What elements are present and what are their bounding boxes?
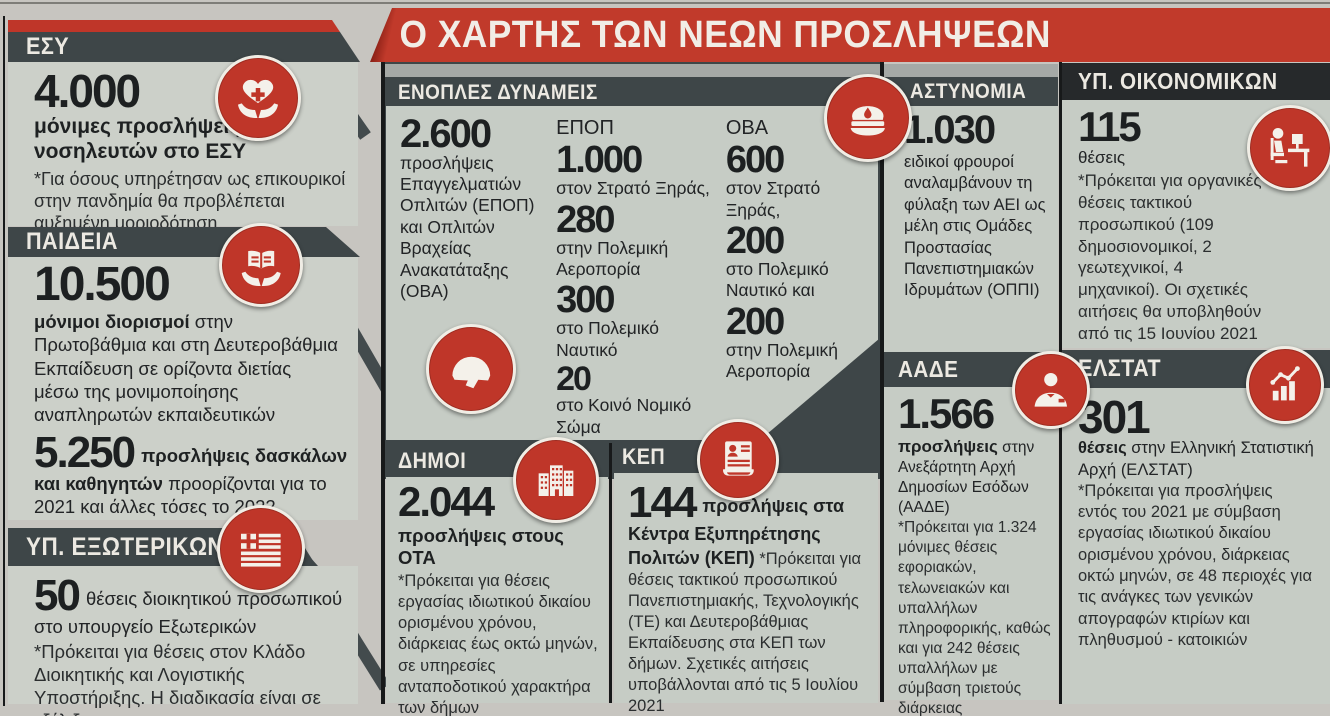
column-rule (880, 62, 884, 702)
section-header-astynomia: ΑΣΤΥΝΟΜΙΑ (884, 77, 1058, 106)
epop-text: στο Κοινό Νομικό Σώμα (556, 395, 692, 437)
bar-chart-icon (1246, 346, 1324, 424)
section-title: ΕΣΥ (26, 33, 70, 60)
esy-note: *Για όσους υπηρέτησαν ως επικουρικοί στη… (34, 168, 346, 233)
tax-officer-icon (1012, 351, 1090, 429)
elstat-number: 301 (1078, 391, 1151, 443)
dimoi-note: *Πρόκειται για θέσεις εργασίας ιδιωτικού… (398, 571, 598, 716)
oikonomikon-lead: θέσεις (1078, 147, 1126, 167)
epop-text: στο Πολεμικό Ναυτικό (556, 318, 659, 360)
document-scroll-icon (697, 419, 779, 501)
aade-lead: προσλήψεις στην Ανεξάρτητη Αρχή Δημοσίων… (898, 436, 1035, 517)
epop-text: στην Πολεμική Αεροπορία (556, 237, 669, 279)
section-title: ΠΑΙΔΕΙΑ (26, 228, 118, 255)
ova-text: στην Πολεμική Αεροπορία (725, 339, 838, 381)
enoples-lead: προσλήψεις Επαγγελματιών Οπλιτών (ΕΠΟΠ) … (400, 152, 535, 301)
epop-column: ΕΠΟΠ 1.000 στον Στρατό Ξηράς, 280 στην Π… (556, 116, 718, 440)
panel-esy: 4.000 μόνιμες προσλήψεις νοσηλευτών στο … (8, 62, 358, 233)
gray-strip (384, 64, 880, 77)
enoples-main-column: 2.600 προσλήψεις Επαγγελματιών Οπλιτών (… (400, 112, 548, 440)
epop-item-inline: 20 στο Κοινό Νομικό Σώμα (556, 359, 718, 438)
panel-kep: 144 προσλήψεις στα Κέντρα Εξυπηρέτησης Πο… (614, 473, 878, 715)
epop-value: 300 (556, 279, 615, 322)
section-header-esy: ΕΣΥ (8, 20, 360, 62)
epop-value: 20 (556, 359, 592, 398)
section-title: ΑΣΤΥΝΟΜΙΑ (910, 79, 1027, 103)
ova-value: 200 (725, 300, 785, 343)
section-title-dimoi: ΔΗΜΟΙ (398, 448, 467, 473)
military-helmet-icon (426, 324, 516, 414)
title-banner: Ο ΧΑΡΤΗΣ ΤΩΝ ΝΕΩΝ ΠΡΟΣΛΗΨΕΩΝ (370, 8, 1330, 62)
panel-paideia: 10.500 μόνιμοι διορισμοί στην Πρωτοβάθμι… (8, 257, 358, 520)
exoterikon-note: *Πρόκειται για θέσεις στον Κλάδο Διοικητ… (34, 641, 321, 716)
ova-value: 600 (725, 139, 785, 182)
ova-text: στο Πολεμικό Ναυτικό και (725, 258, 829, 301)
oikonomikon-number: 115 (1078, 103, 1142, 150)
desk-worker-icon (1247, 105, 1330, 191)
hands-holding-book-icon (219, 223, 303, 307)
esy-lead: μόνιμες προσλήψεις νοσηλευτών στο ΕΣΥ (34, 115, 247, 164)
section-title-kep: ΚΕΠ (622, 444, 666, 469)
astynomia-number: 1.030 (904, 108, 996, 152)
paideia-lead: μόνιμοι διορισμοί στην Πρωτοβάθμια και σ… (34, 311, 338, 426)
page-title: Ο ΧΑΡΤΗΣ ΤΩΝ ΝΕΩΝ ΠΡΟΣΛΗΨΕΩΝ (399, 14, 1051, 56)
oikonomikon-note: *Πρόκειται για οργανικές θέσεις τακτικού… (1078, 171, 1262, 343)
exoterikon-lead: 50 θέσεις διοικητικού προσωπικού στο υπου… (34, 571, 343, 638)
exoterikon-number: 50 (34, 571, 81, 620)
enoples-number: 2.600 (400, 112, 492, 156)
kep-number: 144 (628, 478, 697, 527)
hands-holding-heart-icon (215, 55, 301, 141)
panel-enoples: 2.600 προσλήψεις Επαγγελματιών Οπλιτών (… (386, 106, 878, 440)
panel-astynomia: 1.030 ειδικοί φρουροί αναλαμβάνουν τη φύ… (884, 106, 1058, 352)
section-title-enoples: ΕΝΟΠΛΕΣ ΔΥΝΑΜΕΙΣ (398, 81, 598, 104)
section-header-paideia: ΠΑΙΔΕΙΑ (8, 227, 360, 257)
section-header-oikonomikon: ΥΠ. ΟΙΚΟΝΟΜΙΚΩΝ (1062, 63, 1330, 100)
dimoi-number: 2.044 (398, 478, 495, 525)
ova-text: στον Στρατό Ξηράς, (725, 178, 821, 220)
epop-label: ΕΠΟΠ (556, 117, 614, 139)
red-stripe (8, 20, 360, 32)
ova-value: 200 (725, 220, 785, 263)
section-title: ΥΠ. ΕΞΩΤΕΡΙΚΩΝ (26, 532, 225, 561)
kep-body: 144 προσλήψεις στα Κέντρα Εξυπηρέτησης Πο… (628, 478, 862, 716)
epop-text: στον Στρατό Ξηράς, (556, 178, 710, 199)
gray-strip (884, 64, 1058, 77)
astynomia-lead: ειδικοί φρουροί αναλαμβάνουν τη φύλαξη τ… (904, 152, 1046, 300)
police-cap-icon (824, 74, 912, 162)
left-column-rule (3, 16, 5, 706)
section-title: ΑΑΔΕ (898, 356, 959, 382)
panel-oikonomikon: 115 θέσεις *Πρόκειται για οργανικές θέσε… (1062, 100, 1330, 348)
panel-aade: 1.566 προσλήψεις στην Ανεξάρτητη Αρχή Δη… (884, 387, 1058, 716)
section-title: ΕΛΣΤΑΤ (1078, 355, 1162, 382)
greek-flag-icon (217, 505, 305, 593)
section-title: ΥΠ. ΟΙΚΟΝΟΜΙΚΩΝ (1078, 68, 1278, 94)
column-rule (381, 62, 385, 704)
panel-exoterikon: 50 θέσεις διοικητικού προσωπικού στο υπου… (8, 566, 358, 716)
epop-value: 280 (556, 198, 615, 241)
paideia-number2: 5.250 (34, 427, 136, 477)
ova-column: ΟΒΑ 600 στον Στρατό Ξηράς, 200 στο Πολεμ… (726, 116, 872, 440)
aade-number: 1.566 (898, 390, 995, 437)
paideia-number: 10.500 (34, 258, 171, 311)
paideia-second: 5.250 προσλήψεις δασκάλων και καθηγητών π… (34, 427, 348, 518)
elstat-lead: θέσεις στην Ελληνική Στατιστική Αρχή (ΕΛ… (1078, 439, 1314, 479)
esy-number: 4.000 (34, 65, 141, 117)
epop-value: 1.000 (556, 139, 643, 182)
ova-label: ΟΒΑ (725, 117, 769, 139)
buildings-icon (513, 437, 599, 523)
elstat-note: *Πρόκειται για προσλήψεις εντός του 2021… (1078, 481, 1313, 649)
column-rule (609, 443, 612, 703)
aade-note: *Πρόκειται για 1.324 μόνιμες θέσεις εφορ… (898, 519, 1051, 716)
panel-elstat: 301 θέσεις στην Ελληνική Στατιστική Αρχή… (1062, 388, 1330, 704)
dimoi-lead: προσλήψεις στους ΟΤΑ (398, 524, 564, 568)
